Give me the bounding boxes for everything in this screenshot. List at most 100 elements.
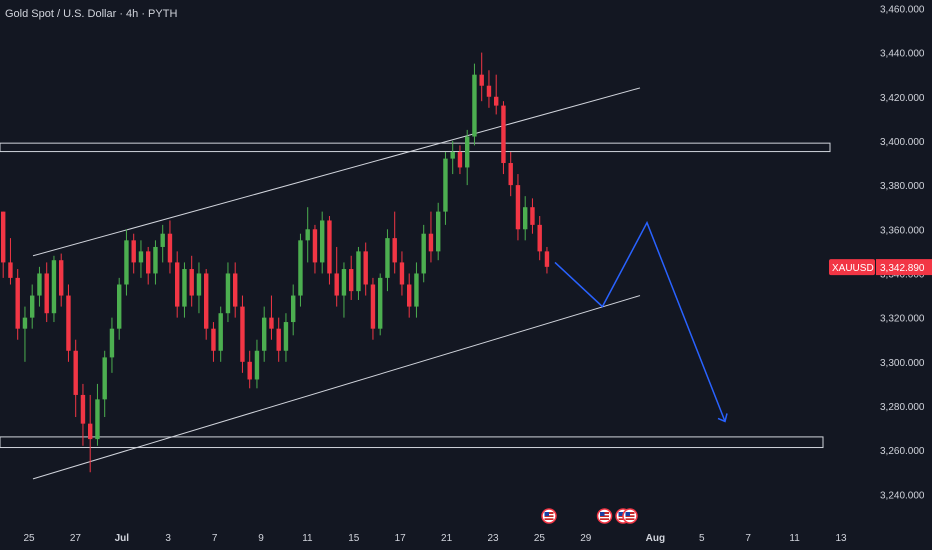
candle — [167, 220, 173, 274]
price-tag-symbol-bg — [829, 259, 875, 276]
candle-body — [443, 158, 448, 212]
candle — [51, 255, 57, 323]
candle-body — [349, 269, 354, 292]
candle — [88, 394, 93, 473]
x-tick-label: 23 — [487, 533, 499, 544]
candle-body — [80, 394, 86, 424]
candle-body — [233, 273, 238, 307]
candle-body — [515, 185, 521, 230]
candle — [349, 255, 354, 300]
candle-body — [51, 260, 57, 314]
candle — [450, 140, 455, 175]
x-tick-label: 13 — [835, 533, 847, 544]
candle — [124, 229, 129, 296]
candle-body — [124, 240, 129, 285]
candle-body — [486, 85, 492, 97]
candle-body — [457, 151, 463, 168]
candle-body — [22, 317, 28, 329]
x-tick-label: 27 — [70, 533, 82, 544]
x-tick-label: 17 — [395, 533, 407, 544]
candle-body — [378, 277, 383, 329]
candle-body — [508, 163, 513, 186]
candle — [472, 63, 477, 146]
candle-body — [66, 295, 71, 351]
candle-body — [523, 207, 528, 230]
candle-body — [211, 328, 216, 351]
channel-upper-line[interactable] — [32, 87, 641, 257]
candle — [95, 383, 100, 446]
x-tick-label: 15 — [348, 533, 360, 544]
candle-body — [341, 269, 347, 296]
horizontal-levels — [0, 142, 831, 449]
x-tick-label: 7 — [212, 533, 218, 544]
candle — [269, 295, 274, 340]
x-tick-label: 25 — [23, 533, 35, 544]
candle-body — [436, 211, 441, 252]
candle-body — [37, 273, 42, 296]
candle-body — [305, 229, 310, 241]
support-zone[interactable] — [0, 436, 824, 449]
candle-body — [196, 273, 202, 296]
channel-lower-line[interactable] — [32, 295, 641, 480]
candle-body — [334, 273, 339, 296]
candle-body — [160, 233, 165, 247]
candle — [44, 262, 49, 323]
candle — [59, 253, 64, 307]
candle-body — [537, 224, 542, 252]
candle-body — [392, 238, 397, 263]
candle — [160, 224, 165, 263]
candle-body — [356, 251, 361, 292]
candle-body — [385, 238, 390, 278]
candle — [399, 251, 405, 296]
candle-body — [182, 269, 187, 307]
resistance-zone[interactable] — [0, 142, 831, 153]
candle — [320, 211, 325, 274]
y-tick-label: 3,300.000 — [880, 358, 925, 369]
candle — [262, 306, 267, 362]
y-tick-label: 3,460.000 — [880, 4, 925, 15]
y-tick-label: 3,360.000 — [880, 225, 925, 236]
price-tag-value: 3,342.890 — [880, 263, 925, 274]
candle-body — [8, 262, 13, 278]
y-tick-label: 3,320.000 — [880, 314, 925, 325]
us-flag-event-icon[interactable] — [622, 508, 638, 524]
x-tick-label: 7 — [745, 533, 751, 544]
candle — [392, 211, 397, 274]
candle — [37, 266, 42, 307]
candle — [327, 216, 332, 285]
y-tick-label: 3,440.000 — [880, 49, 925, 60]
y-tick-label: 3,380.000 — [880, 181, 925, 192]
candle-body — [269, 317, 274, 329]
candle — [102, 350, 107, 418]
candle — [370, 277, 376, 340]
x-tick-label: Jul — [115, 533, 130, 544]
price-tag-symbol: XAUUSD — [832, 263, 874, 274]
candle — [465, 129, 470, 186]
candle-body — [291, 295, 296, 323]
candle — [276, 317, 281, 362]
price-tag: XAUUSD 3,342.890 — [829, 259, 932, 276]
us-flag-event-icon[interactable] — [596, 508, 613, 524]
projection-zigzag-line[interactable] — [554, 220, 726, 422]
candle-body — [44, 273, 49, 314]
candle-body — [138, 251, 144, 263]
x-tick-label: 5 — [699, 533, 705, 544]
candle-body — [30, 295, 35, 318]
candle-body — [428, 233, 434, 252]
candle-body — [472, 74, 477, 137]
candle-body — [363, 251, 368, 285]
candle-body — [283, 322, 289, 351]
candle — [515, 174, 521, 241]
candle — [182, 262, 187, 318]
candle — [291, 284, 296, 336]
candle — [508, 151, 513, 197]
candle — [233, 262, 238, 318]
candle — [356, 246, 361, 300]
candle — [138, 240, 144, 278]
y-tick-label: 3,400.000 — [880, 137, 925, 148]
candle — [80, 383, 86, 446]
us-flag-event-icon[interactable] — [541, 508, 557, 524]
candle-body — [117, 284, 122, 329]
candle — [131, 233, 136, 274]
